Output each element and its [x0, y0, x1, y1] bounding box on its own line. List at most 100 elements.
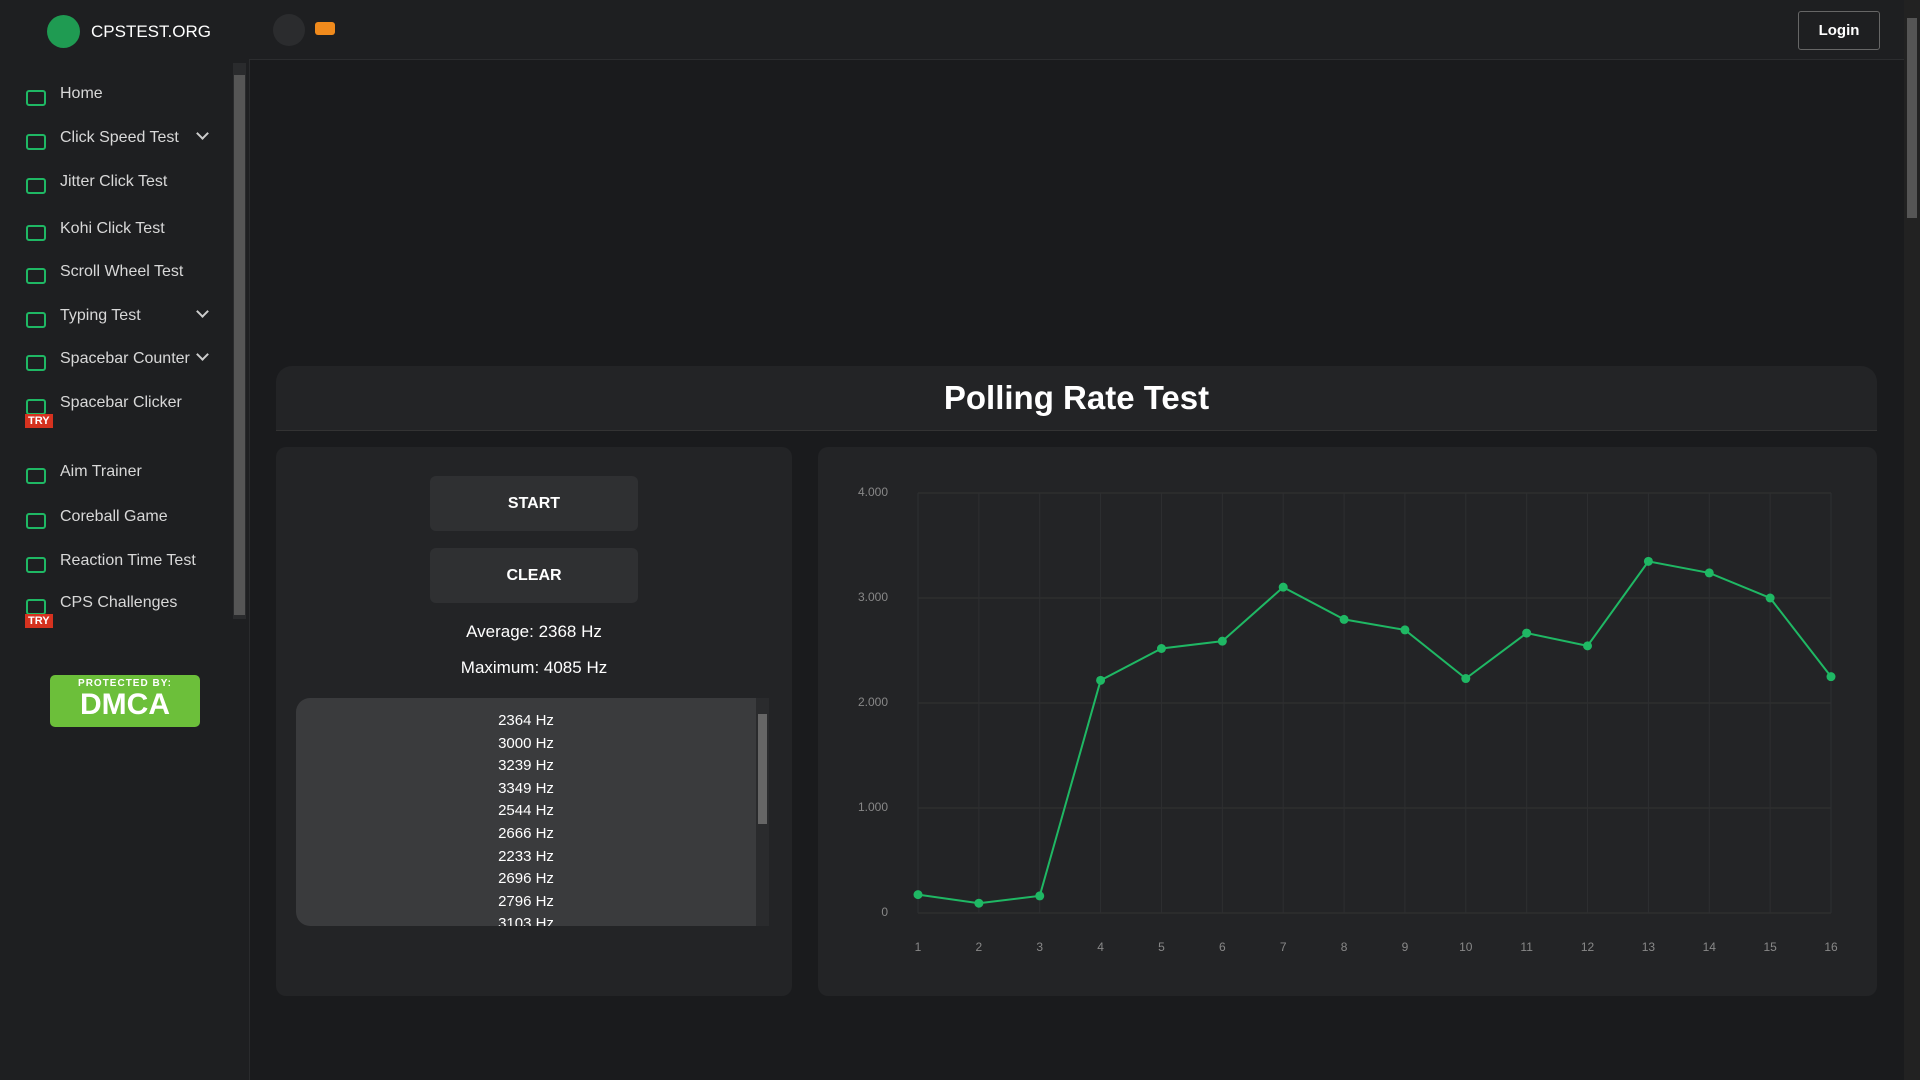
scroll-thumb[interactable] [1907, 18, 1917, 218]
point [1096, 675, 1106, 685]
point [1035, 891, 1045, 901]
nav-item[interactable]: Spacebar Clicker [60, 394, 182, 411]
logo[interactable]: CPSTEST.ORG [91, 22, 211, 41]
nav-icon [26, 134, 46, 150]
point [1400, 625, 1410, 635]
nav-item[interactable]: Spacebar Counter [60, 350, 190, 367]
nav-item[interactable]: Jitter Click Test [60, 173, 168, 190]
nav-icon [26, 599, 46, 615]
topbar: Login [249, 0, 1920, 60]
x-tick-label: 5 [1158, 940, 1165, 954]
x-tick-label: 4 [1097, 940, 1104, 954]
chart-panel: 0 1.000 2.000 3.000 4.000 1 2 3 4 5 6 7 8 9 10 11 12 13 14… [818, 447, 1877, 996]
scroll-thumb[interactable] [758, 714, 767, 824]
dmca-main: DMCA [80, 688, 170, 721]
x-tick-label: 13 [1642, 940, 1656, 954]
readings-list: 2364 Hz 3000 Hz 3239 Hz 3349 Hz 2544 Hz 2666 … [296, 698, 756, 926]
point [1461, 674, 1471, 684]
reading: 2696 Hz [498, 870, 554, 888]
chevron[interactable] [196, 127, 209, 140]
nav-item[interactable]: Aim Trainer [60, 463, 142, 480]
x-tick-label: 8 [1341, 940, 1348, 954]
nav-item[interactable]: Typing Test [60, 307, 141, 324]
reading: 2544 Hz [498, 802, 554, 820]
x-tick-label: 16 [1824, 940, 1838, 954]
nav-item[interactable]: Reaction Time Test [60, 552, 196, 569]
start-button[interactable]: START [430, 476, 638, 531]
nav-icon [26, 178, 46, 194]
y-tick-label: 4.000 [858, 485, 888, 499]
scrollbar[interactable] [233, 63, 246, 619]
list-scrollbar[interactable] [756, 698, 769, 926]
nav-icon [26, 268, 46, 284]
x-tick-label: 1 [915, 940, 922, 954]
point [1583, 641, 1593, 651]
logo-icon [47, 15, 80, 48]
page-scrollbar[interactable] [1904, 0, 1920, 1080]
hand-icon[interactable] [315, 22, 335, 35]
reading: 3239 Hz [498, 757, 554, 775]
sidebar: CPSTEST.ORG Home Click Speed Test Jitter C… [0, 0, 250, 1080]
point [1156, 644, 1166, 654]
x-tick-label: 6 [1219, 940, 1226, 954]
nav-item[interactable]: Kohi Click Test [60, 220, 165, 237]
scroll-thumb[interactable] [234, 75, 245, 615]
reading: 2666 Hz [498, 824, 554, 842]
nav-icon [26, 557, 46, 573]
nav-icon [26, 312, 46, 328]
point [1826, 672, 1836, 682]
nav-icon [26, 399, 46, 415]
nav-icon [26, 90, 46, 106]
point [1704, 568, 1714, 578]
maximum: Maximum: 4085 Hz [460, 658, 608, 677]
nav-icon [26, 513, 46, 529]
dmca-top: PROTECTED BY: [78, 678, 172, 689]
point [1339, 614, 1349, 624]
dmca-badge[interactable]: PROTECTED BY: DMCA [50, 675, 200, 727]
point [1522, 628, 1532, 638]
x-tick-label: 15 [1763, 940, 1777, 954]
point [913, 890, 923, 900]
reading: 3349 Hz [498, 779, 554, 797]
nav-icon [26, 468, 46, 484]
line [917, 560, 1832, 905]
nav-icon [26, 225, 46, 241]
control-panel: START CLEAR Average: 2368 Hz Maximum: 40… [276, 447, 792, 996]
x-tick-label: 10 [1459, 940, 1473, 954]
login-button[interactable]: Login [1798, 11, 1880, 50]
try-badge: TRY [25, 614, 53, 628]
point [974, 898, 984, 908]
x-tick-label: 11 [1520, 940, 1533, 954]
x-tick-label: 7 [1280, 940, 1287, 954]
x-tick-label: 14 [1703, 940, 1717, 954]
y-tick-label: 0 [881, 905, 888, 919]
average: Average: 2368 Hz [466, 622, 602, 641]
reading: 2796 Hz [498, 892, 554, 910]
x-tick-label: 9 [1402, 940, 1409, 954]
nav-item[interactable]: Click Speed Test [60, 129, 179, 146]
clear-button[interactable]: CLEAR [430, 548, 638, 603]
nav-item[interactable]: Home [60, 85, 103, 102]
point [1643, 556, 1653, 566]
page-title: Polling Rate Test [276, 366, 1877, 431]
y-tick-label: 3.000 [858, 590, 888, 604]
reading: 2364 Hz [498, 712, 554, 729]
nav-item[interactable]: CPS Challenges [60, 594, 178, 611]
nav-item[interactable]: Scroll Wheel Test [60, 263, 184, 280]
fullscreen-button[interactable] [273, 14, 305, 46]
reading: 2233 Hz [498, 847, 554, 865]
x-tick-label: 3 [1036, 940, 1043, 954]
x-tick-label: 2 [976, 940, 983, 954]
x-tick-label: 12 [1581, 940, 1595, 954]
chevron[interactable] [196, 305, 209, 318]
reading: 3103 Hz [498, 915, 554, 926]
point [1765, 593, 1775, 603]
point [1278, 582, 1288, 592]
y-tick-label: 1.000 [858, 800, 888, 814]
nav-item[interactable]: Coreball Game [60, 508, 168, 525]
point [1217, 636, 1227, 646]
y-tick-label: 2.000 [858, 695, 888, 709]
chevron[interactable] [196, 348, 209, 361]
